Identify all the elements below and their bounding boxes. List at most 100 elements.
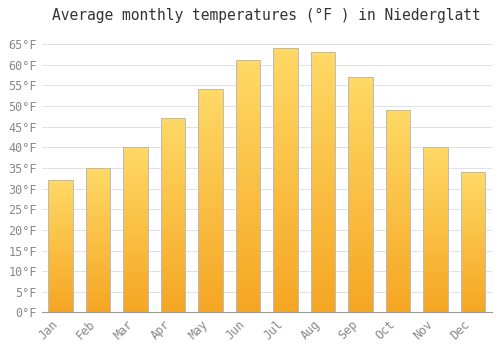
Bar: [236, 140, 260, 145]
Bar: [236, 187, 260, 191]
Bar: [198, 268, 222, 272]
Bar: [273, 308, 297, 313]
Bar: [460, 228, 485, 231]
Bar: [48, 277, 72, 279]
Bar: [423, 175, 448, 177]
Bar: [236, 182, 260, 187]
Bar: [198, 197, 222, 201]
Bar: [310, 169, 335, 174]
Bar: [386, 241, 410, 245]
Bar: [386, 154, 410, 157]
Bar: [198, 104, 222, 108]
Bar: [198, 249, 222, 253]
Bar: [236, 296, 260, 300]
Bar: [236, 82, 260, 86]
Bar: [48, 218, 72, 220]
Bar: [348, 179, 372, 183]
Bar: [48, 235, 72, 238]
Bar: [386, 268, 410, 272]
Bar: [460, 179, 485, 181]
Bar: [160, 232, 185, 235]
Bar: [86, 226, 110, 228]
Bar: [310, 156, 335, 161]
Bar: [160, 251, 185, 254]
Bar: [386, 279, 410, 282]
Bar: [273, 48, 297, 52]
Bar: [273, 132, 297, 136]
Bar: [273, 194, 297, 198]
Bar: [198, 149, 222, 153]
Bar: [86, 211, 110, 214]
Bar: [124, 235, 148, 238]
Bar: [236, 233, 260, 237]
Bar: [86, 291, 110, 293]
Bar: [124, 147, 148, 150]
Bar: [423, 249, 448, 252]
Bar: [86, 182, 110, 185]
Bar: [86, 233, 110, 235]
Bar: [160, 241, 185, 245]
Bar: [160, 154, 185, 157]
Bar: [86, 272, 110, 274]
Bar: [160, 271, 185, 274]
Bar: [198, 97, 222, 100]
Bar: [273, 299, 297, 304]
Bar: [124, 189, 148, 191]
Bar: [48, 286, 72, 288]
Bar: [386, 184, 410, 188]
Bar: [236, 111, 260, 115]
Bar: [386, 157, 410, 161]
Bar: [273, 198, 297, 202]
Bar: [236, 132, 260, 136]
Bar: [48, 189, 72, 191]
Bar: [423, 290, 448, 293]
Bar: [310, 221, 335, 226]
Bar: [423, 260, 448, 263]
Bar: [273, 238, 297, 242]
Bar: [310, 208, 335, 213]
Bar: [124, 241, 148, 244]
Bar: [198, 130, 222, 134]
Bar: [460, 287, 485, 289]
Bar: [386, 134, 410, 137]
Bar: [310, 243, 335, 247]
Bar: [160, 128, 185, 131]
Bar: [423, 191, 448, 194]
Bar: [310, 130, 335, 135]
Bar: [124, 271, 148, 274]
Bar: [198, 212, 222, 216]
Bar: [386, 245, 410, 248]
Bar: [423, 282, 448, 285]
Bar: [273, 246, 297, 251]
Bar: [460, 240, 485, 242]
Bar: [236, 212, 260, 216]
Bar: [236, 103, 260, 107]
Bar: [86, 274, 110, 276]
Bar: [48, 266, 72, 268]
Bar: [236, 61, 260, 313]
Bar: [124, 177, 148, 180]
Bar: [86, 250, 110, 252]
Bar: [160, 300, 185, 303]
Bar: [348, 175, 372, 179]
Bar: [86, 293, 110, 296]
Bar: [423, 153, 448, 155]
Bar: [86, 310, 110, 313]
Bar: [160, 264, 185, 267]
Bar: [198, 112, 222, 116]
Bar: [386, 171, 410, 174]
Bar: [198, 246, 222, 249]
Bar: [124, 244, 148, 246]
Bar: [310, 70, 335, 74]
Bar: [423, 288, 448, 290]
Bar: [86, 197, 110, 199]
Bar: [48, 198, 72, 200]
Bar: [198, 264, 222, 268]
Bar: [160, 228, 185, 232]
Bar: [236, 149, 260, 153]
Bar: [273, 207, 297, 211]
Bar: [86, 243, 110, 245]
Bar: [310, 65, 335, 70]
Bar: [348, 273, 372, 277]
Bar: [348, 112, 372, 116]
